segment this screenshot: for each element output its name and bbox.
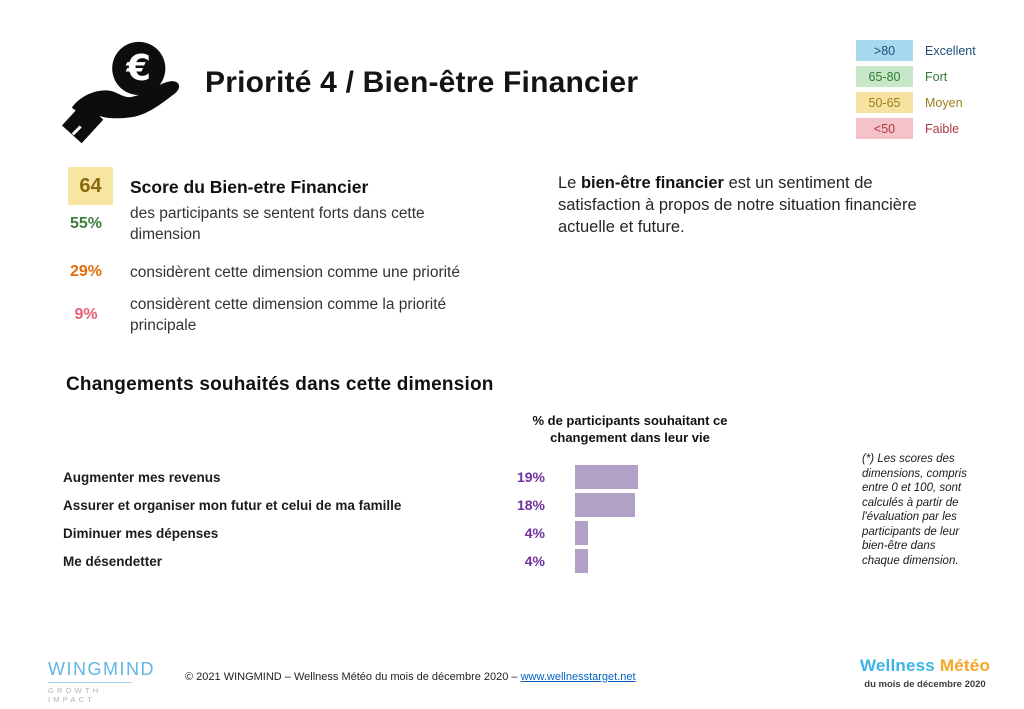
bar-track	[575, 521, 589, 545]
bar	[575, 493, 635, 517]
legend-chip: >80	[856, 40, 913, 61]
stat-text: considèrent cette dimension comme la pri…	[130, 296, 447, 334]
dimension-score-badge: 64	[68, 167, 113, 205]
legend-chip: 50-65	[856, 92, 913, 113]
bar-track	[575, 493, 635, 517]
bar-label: Assurer et organiser mon futur et celui …	[63, 497, 402, 513]
bar	[575, 521, 589, 545]
bar-label: Diminuer mes dépenses	[63, 525, 219, 541]
legend-label: Moyen	[925, 95, 963, 110]
wingmind-logo-tagline: GROWTH IMPACT	[48, 686, 102, 704]
chart-title: % de participants souhaitant ce changeme…	[532, 413, 728, 445]
legend-row-faible: <50 Faible	[856, 118, 976, 139]
changes-bar-chart: Augmenter mes revenus 19% Assurer et org…	[63, 463, 763, 575]
legend-chip: 65-80	[856, 66, 913, 87]
wellness-meteo-logo: Wellness Météo du mois de décembre 2020	[850, 656, 1000, 690]
bar	[575, 465, 639, 489]
stat-row-priorite: 29% considèrent cette dimension comme un…	[56, 258, 490, 286]
brand-word-wellness: Wellness	[859, 656, 935, 675]
hand-holding-euro-icon: €	[60, 38, 188, 150]
stat-row-priorite-principale: 9% considèrent cette dimension comme la …	[56, 292, 490, 338]
legend-row-moyen: 50-65 Moyen	[856, 92, 976, 113]
legend-chip: <50	[856, 118, 913, 139]
stat-value: 29%	[69, 263, 103, 280]
wellnesstarget-link[interactable]: www.wellnesstarget.net	[520, 671, 636, 683]
bar	[575, 549, 589, 573]
score-title: Score du Bien-etre Financier	[130, 177, 369, 197]
stat-text: des participants se sentent forts dans c…	[130, 205, 425, 243]
stat-row-forts: 55% des participants se sentent forts da…	[56, 201, 490, 247]
bar-label: Augmenter mes revenus	[63, 469, 221, 485]
page-title: Priorité 4 / Bien-être Financier	[205, 66, 639, 99]
definition-prefix: Le	[558, 174, 581, 192]
changes-section-heading: Changements souhaités dans cette dimensi…	[66, 374, 494, 395]
score-legend: >80 Excellent 65-80 Fort 50-65 Moyen <50…	[856, 40, 976, 144]
stat-value: 55%	[69, 215, 103, 232]
definition-suffix: est un sentiment de satisfaction à propo…	[558, 174, 917, 236]
legend-row-fort: 65-80 Fort	[856, 66, 976, 87]
dimension-definition: Le bien-être financier est un sentiment …	[558, 172, 943, 238]
legend-label: Fort	[925, 69, 948, 84]
bar-value-label: 4%	[524, 553, 545, 569]
wingmind-logo-name: WINGMIND	[48, 659, 153, 683]
brand-word-meteo: Météo	[939, 656, 991, 675]
chart-row: Me désendetter 4%	[63, 547, 763, 575]
bar-track	[575, 549, 589, 573]
bar-value-label: 4%	[524, 525, 545, 541]
bar-track	[575, 465, 639, 489]
copyright-line: © 2021 WINGMIND – Wellness Météo du mois…	[185, 671, 636, 683]
chart-row: Diminuer mes dépenses 4%	[63, 519, 763, 547]
legend-row-excellent: >80 Excellent	[856, 40, 976, 61]
chart-row: Assurer et organiser mon futur et celui …	[63, 491, 763, 519]
stat-value: 9%	[74, 306, 98, 323]
legend-label: Excellent	[925, 43, 976, 58]
copyright-text: © 2021 WINGMIND – Wellness Météo du mois…	[185, 671, 521, 683]
scores-footnote: (*) Les scores des dimensions, compris e…	[862, 453, 967, 567]
wellness-meteo-subtitle: du mois de décembre 2020	[864, 679, 986, 690]
wingmind-logo: WINGMIND GROWTH IMPACT	[48, 659, 153, 704]
wellness-meteo-wordmark: Wellness Météo	[850, 656, 1000, 676]
chart-row: Augmenter mes revenus 19%	[63, 463, 763, 491]
definition-term: bien-être financier	[580, 174, 724, 192]
bar-value-label: 19%	[516, 469, 545, 485]
stat-text: considèrent cette dimension comme une pr…	[130, 263, 460, 281]
svg-text:€: €	[125, 48, 151, 89]
bar-value-label: 18%	[516, 497, 545, 513]
legend-label: Faible	[925, 121, 960, 136]
bar-label: Me désendetter	[63, 553, 163, 569]
